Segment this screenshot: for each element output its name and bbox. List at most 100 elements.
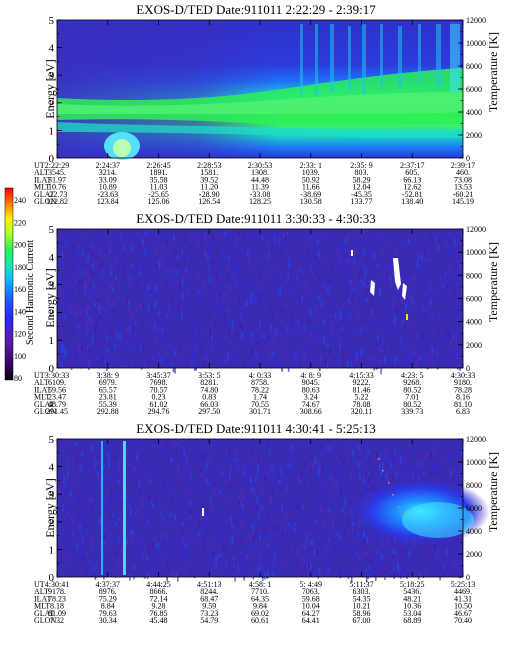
spectrogram-cell (286, 231, 289, 236)
spectrogram-cell (419, 333, 422, 337)
spectrogram-cell (432, 293, 435, 298)
spectrogram-cell (243, 359, 246, 367)
spectrogram-cell (207, 265, 209, 271)
spectrogram-cell (267, 514, 269, 518)
spectrogram-cell (205, 264, 208, 271)
colorbar-tick-label: 220 (14, 218, 26, 227)
spectrogram-cell (127, 312, 129, 317)
spectrogram-cell (423, 343, 425, 346)
spectrogram-cell (271, 350, 274, 358)
spectrogram-cell (81, 344, 83, 351)
spectrogram-cell (456, 276, 458, 282)
spectrogram-cell (72, 246, 75, 253)
spectrogram-cell (125, 468, 127, 473)
spectrogram-cell (271, 466, 273, 472)
spectrogram-cell (260, 554, 262, 557)
spectrogram-cell (268, 565, 270, 569)
spectrogram-cell (287, 366, 290, 372)
spectrogram-cell (235, 286, 237, 289)
spectrogram-cell (154, 541, 156, 548)
spectrogram-cell (422, 302, 424, 311)
spectrogram-cell (161, 538, 164, 547)
spectrogram-cell (221, 487, 224, 493)
spectrogram-cell (79, 525, 81, 532)
spectrogram-cell (248, 274, 250, 278)
spectrogram-cell (306, 349, 308, 353)
spectrogram-cell (266, 441, 269, 448)
spectrogram-cell (269, 450, 271, 456)
spectrogram-cell (405, 295, 407, 301)
spectrogram-cell (312, 311, 315, 316)
spectrogram-cell (361, 241, 363, 249)
spectrogram-cell (115, 274, 117, 280)
spectrogram-cell (170, 493, 172, 498)
spectrogram-cell (161, 333, 164, 341)
spectrogram-cell (134, 566, 136, 570)
energy-tick-label: 3 (49, 489, 55, 501)
spectrogram-cell (298, 270, 300, 273)
spectrogram-cell (307, 247, 309, 255)
spectrogram-cell (64, 266, 67, 270)
spectrogram-cell (408, 464, 411, 470)
spectrogram-cell (329, 502, 332, 506)
spectrogram-cell (230, 517, 232, 523)
spectrogram-cell (391, 475, 394, 482)
spectrogram-cell (90, 317, 93, 324)
spectrogram-cell (232, 265, 235, 271)
spectrogram-cell (210, 560, 213, 564)
spectrogram-cell (373, 269, 376, 277)
spectrogram-cell (130, 460, 132, 464)
spectrogram-cell (258, 459, 261, 463)
spectrogram-cell (215, 442, 217, 449)
orbit-cell: 8.18 (50, 602, 64, 611)
spectrogram-cell (243, 493, 245, 501)
spectrogram-cell (352, 521, 354, 527)
spectrogram-cell (413, 275, 415, 284)
spectrogram-cell (250, 487, 253, 493)
spectrogram-cell (92, 503, 94, 509)
spectrogram-cell (97, 460, 100, 464)
spectrogram-cell (344, 529, 346, 535)
spectrogram-cell (350, 362, 353, 367)
orbit-cell: 11.20 (200, 183, 218, 192)
spectrogram-cell (323, 274, 325, 282)
spectrogram-cell (149, 290, 151, 293)
spectrogram-cell (185, 543, 187, 549)
spectrogram-cell (64, 348, 66, 357)
spectrogram-cell (242, 231, 245, 240)
spectrogram-cell (337, 253, 340, 259)
spectrogram-cell (163, 535, 166, 540)
orbit-row-label: GLAT (34, 609, 55, 618)
spectrogram-cell (291, 345, 294, 350)
spectrogram-cell (289, 462, 291, 468)
spectrogram-cell (406, 352, 408, 360)
spectrogram-cell (437, 553, 439, 557)
spectrogram-cell (394, 314, 397, 323)
colorbar-gradient (4, 187, 14, 381)
orbit-cell: 39.52 (200, 175, 218, 184)
spectrogram-cell (339, 470, 341, 474)
spectrogram-cell (339, 258, 342, 265)
spectrogram-cell (375, 569, 377, 576)
spectrogram-cell (448, 330, 451, 337)
spectrogram-cell (314, 324, 317, 332)
spectrogram-cell (134, 322, 137, 327)
spectrogram-cell (386, 470, 388, 479)
orbit-row-label: ILAT (34, 175, 51, 184)
spectrogram-cell (116, 261, 118, 269)
spectrogram-cell (192, 330, 194, 334)
spectrogram-cell (377, 334, 379, 343)
panel-2-title: EXOS-D/TED Date:911011 3:30:33 - 4:30:33 (136, 211, 376, 226)
temperature-tick-label: 2000 (466, 550, 482, 559)
spectrogram-cell (129, 502, 131, 507)
spectrogram-cell (372, 536, 374, 544)
spectrogram-cell (437, 469, 439, 474)
spectrogram-cell (449, 340, 452, 347)
spectrogram-cell (262, 331, 265, 338)
spectrogram-cell (294, 496, 296, 500)
spectrogram-cell (153, 538, 155, 542)
spectrogram-cell (406, 559, 408, 566)
spectrogram-cell (203, 518, 206, 525)
orbit-cell: 81.46 (353, 385, 371, 394)
spectrogram-cell (253, 488, 256, 497)
